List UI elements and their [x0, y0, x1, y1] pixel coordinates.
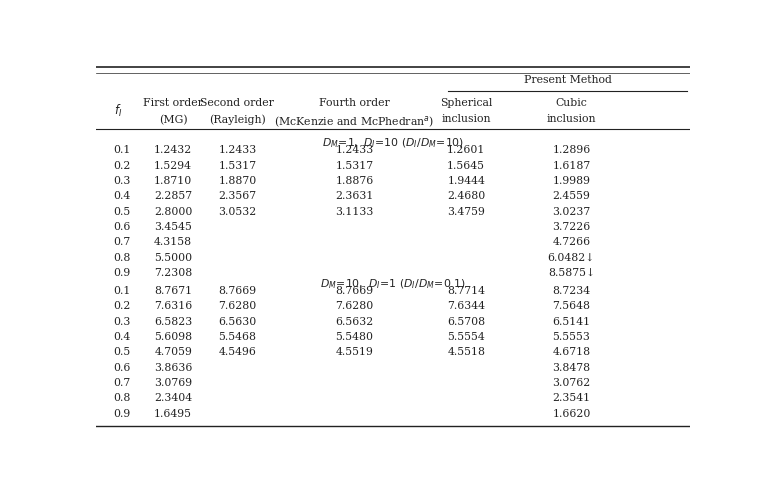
Text: 1.2896: 1.2896: [552, 145, 591, 155]
Text: 3.8478: 3.8478: [552, 363, 591, 373]
Text: 7.6316: 7.6316: [154, 301, 193, 311]
Text: 4.5519: 4.5519: [335, 347, 374, 357]
Text: 0.6: 0.6: [114, 222, 131, 232]
Text: 2.4559: 2.4559: [552, 191, 591, 201]
Text: 2.3567: 2.3567: [219, 191, 256, 201]
Text: 4.6718: 4.6718: [552, 347, 591, 357]
Text: 2.3404: 2.3404: [154, 393, 193, 403]
Text: Fourth order: Fourth order: [319, 98, 390, 108]
Text: (McKenzie and McPhedran$^a$): (McKenzie and McPhedran$^a$): [275, 114, 435, 129]
Text: 3.8636: 3.8636: [154, 363, 193, 373]
Text: 0.5: 0.5: [114, 207, 131, 217]
Text: 5.5480: 5.5480: [335, 332, 374, 342]
Text: 0.8: 0.8: [114, 393, 131, 403]
Text: 6.5141: 6.5141: [552, 316, 591, 326]
Text: 1.8876: 1.8876: [335, 176, 374, 186]
Text: 7.6280: 7.6280: [219, 301, 256, 311]
Text: 1.6187: 1.6187: [552, 161, 591, 171]
Text: 0.6: 0.6: [114, 363, 131, 373]
Text: 2.3631: 2.3631: [335, 191, 374, 201]
Text: 2.4680: 2.4680: [447, 191, 486, 201]
Text: 7.5648: 7.5648: [552, 301, 591, 311]
Text: Spherical: Spherical: [440, 98, 492, 108]
Text: 1.2601: 1.2601: [447, 145, 486, 155]
Text: Second order: Second order: [200, 98, 275, 108]
Text: 7.6280: 7.6280: [335, 301, 374, 311]
Text: 0.4: 0.4: [114, 191, 131, 201]
Text: $f_I$: $f_I$: [114, 103, 122, 119]
Text: $D_M\!=\!10,\ D_I\!=\!1\ (D_I/D_M\!=\!0.1)$: $D_M\!=\!10,\ D_I\!=\!1\ (D_I/D_M\!=\!0.…: [321, 277, 466, 291]
Text: 1.8870: 1.8870: [219, 176, 256, 186]
Text: Cubic: Cubic: [555, 98, 588, 108]
Text: 1.8710: 1.8710: [154, 176, 193, 186]
Text: 0.8: 0.8: [114, 253, 131, 263]
Text: 6.0482↓: 6.0482↓: [548, 253, 595, 263]
Text: 5.5468: 5.5468: [219, 332, 256, 342]
Text: 0.1: 0.1: [114, 145, 131, 155]
Text: 1.6495: 1.6495: [154, 409, 193, 419]
Text: 5.5554: 5.5554: [447, 332, 485, 342]
Text: 4.5518: 4.5518: [447, 347, 486, 357]
Text: 3.4759: 3.4759: [447, 207, 486, 217]
Text: 3.4545: 3.4545: [154, 222, 192, 232]
Text: 1.2432: 1.2432: [154, 145, 193, 155]
Text: (Rayleigh): (Rayleigh): [209, 114, 265, 125]
Text: 3.0769: 3.0769: [154, 378, 193, 388]
Text: 4.7059: 4.7059: [154, 347, 192, 357]
Text: 6.5708: 6.5708: [447, 316, 486, 326]
Text: 0.3: 0.3: [114, 316, 131, 326]
Text: 4.3158: 4.3158: [154, 238, 193, 248]
Text: 0.9: 0.9: [114, 409, 131, 419]
Text: 0.9: 0.9: [114, 268, 131, 278]
Text: 8.7669: 8.7669: [335, 286, 374, 296]
Text: 0.5: 0.5: [114, 347, 131, 357]
Text: 0.4: 0.4: [114, 332, 131, 342]
Text: 3.0532: 3.0532: [219, 207, 256, 217]
Text: 6.5823: 6.5823: [154, 316, 193, 326]
Text: 1.2433: 1.2433: [219, 145, 256, 155]
Text: 0.1: 0.1: [114, 286, 131, 296]
Text: 0.7: 0.7: [114, 378, 131, 388]
Text: 8.7714: 8.7714: [447, 286, 486, 296]
Text: 1.9444: 1.9444: [447, 176, 486, 186]
Text: 1.9989: 1.9989: [552, 176, 591, 186]
Text: 0.2: 0.2: [114, 301, 131, 311]
Text: 6.5630: 6.5630: [219, 316, 256, 326]
Text: 3.0237: 3.0237: [552, 207, 591, 217]
Text: 8.7234: 8.7234: [552, 286, 591, 296]
Text: First order: First order: [143, 98, 203, 108]
Text: 8.7671: 8.7671: [154, 286, 193, 296]
Text: 7.6344: 7.6344: [447, 301, 486, 311]
Text: 5.5000: 5.5000: [154, 253, 193, 263]
Text: Present Method: Present Method: [524, 75, 611, 85]
Text: 0.2: 0.2: [114, 161, 131, 171]
Text: inclusion: inclusion: [442, 114, 491, 124]
Text: 6.5632: 6.5632: [335, 316, 374, 326]
Text: 1.5317: 1.5317: [219, 161, 256, 171]
Text: 8.7669: 8.7669: [219, 286, 256, 296]
Text: 2.2857: 2.2857: [154, 191, 193, 201]
Text: 5.5553: 5.5553: [552, 332, 591, 342]
Text: 8.5875↓: 8.5875↓: [548, 268, 595, 278]
Text: 2.8000: 2.8000: [154, 207, 193, 217]
Text: 1.5317: 1.5317: [335, 161, 374, 171]
Text: 1.2433: 1.2433: [335, 145, 374, 155]
Text: 1.5645: 1.5645: [447, 161, 486, 171]
Text: 3.1133: 3.1133: [335, 207, 374, 217]
Text: (MG): (MG): [159, 114, 187, 125]
Text: 1.6620: 1.6620: [552, 409, 591, 419]
Text: 4.7266: 4.7266: [552, 238, 591, 248]
Text: $D_M\!=\!1,\ D_I\!=\!10\ (D_I/D_M\!=\!10)$: $D_M\!=\!1,\ D_I\!=\!10\ (D_I/D_M\!=\!10…: [322, 137, 464, 150]
Text: 0.3: 0.3: [114, 176, 131, 186]
Text: 1.5294: 1.5294: [154, 161, 193, 171]
Text: 7.2308: 7.2308: [154, 268, 193, 278]
Text: 3.7226: 3.7226: [552, 222, 591, 232]
Text: 2.3541: 2.3541: [552, 393, 591, 403]
Text: 5.6098: 5.6098: [154, 332, 193, 342]
Text: 0.7: 0.7: [114, 238, 131, 248]
Text: inclusion: inclusion: [547, 114, 596, 124]
Text: 3.0762: 3.0762: [552, 378, 591, 388]
Text: 4.5496: 4.5496: [219, 347, 256, 357]
